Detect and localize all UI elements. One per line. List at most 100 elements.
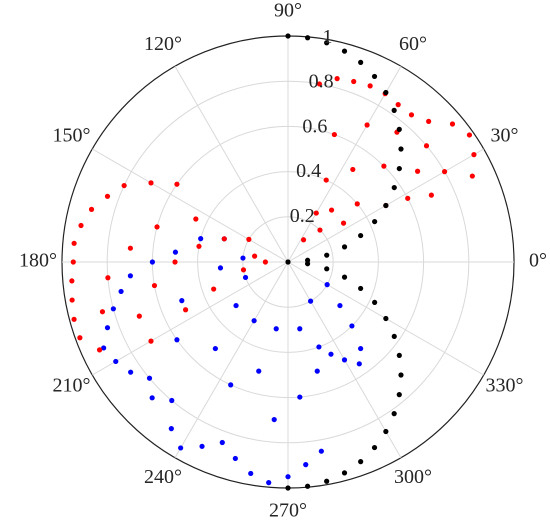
- point: [323, 177, 329, 183]
- theta-tick-label: 240°: [144, 466, 182, 488]
- point: [199, 443, 205, 449]
- point: [331, 131, 337, 138]
- point: [70, 259, 76, 265]
- point: [69, 297, 75, 303]
- point: [240, 255, 246, 261]
- point: [110, 306, 116, 312]
- point: [266, 480, 272, 486]
- point: [99, 309, 106, 315]
- theta-tick-label: 300°: [394, 466, 432, 488]
- point: [256, 368, 262, 374]
- point: [240, 267, 247, 273]
- point: [113, 358, 119, 365]
- r-tick-label: 0.2: [290, 205, 315, 227]
- point: [351, 78, 357, 85]
- point: [127, 245, 134, 251]
- point: [341, 470, 348, 476]
- point: [324, 40, 330, 46]
- point: [193, 216, 199, 222]
- point: [248, 470, 254, 477]
- point: [471, 152, 477, 158]
- point: [174, 181, 180, 187]
- point: [341, 48, 348, 54]
- point: [219, 439, 225, 446]
- point: [341, 357, 348, 363]
- point: [198, 236, 204, 242]
- point: [358, 59, 364, 65]
- theta-tick-label: 210°: [52, 375, 90, 397]
- point: [262, 259, 268, 265]
- point: [228, 382, 234, 388]
- r-tick-label: 0.6: [302, 115, 327, 137]
- point: [391, 184, 397, 191]
- point: [88, 206, 95, 212]
- point: [148, 180, 154, 186]
- point: [371, 73, 378, 80]
- point: [334, 76, 340, 82]
- point: [318, 448, 324, 454]
- point: [324, 282, 330, 288]
- point: [233, 302, 239, 309]
- point: [398, 146, 404, 152]
- point: [242, 274, 249, 281]
- point: [149, 259, 155, 265]
- point: [211, 286, 217, 292]
- point: [77, 335, 83, 341]
- point: [341, 244, 348, 250]
- point: [148, 338, 154, 344]
- theta-tick-label: 330°: [486, 375, 524, 397]
- point: [251, 318, 257, 324]
- point: [316, 344, 322, 350]
- point: [151, 282, 158, 289]
- point: [328, 351, 334, 357]
- point: [371, 444, 378, 451]
- point: [305, 35, 311, 41]
- point: [118, 288, 124, 295]
- point: [354, 201, 360, 207]
- point: [350, 166, 356, 173]
- point: [71, 240, 77, 246]
- point: [217, 265, 224, 271]
- point: [169, 397, 175, 404]
- point: [364, 122, 370, 128]
- point: [391, 333, 397, 340]
- point: [105, 275, 111, 281]
- grid-spoke: [174, 66, 289, 263]
- point: [317, 227, 323, 233]
- point: [423, 143, 430, 149]
- r-tick-label: 0.8: [309, 71, 334, 93]
- point: [328, 207, 335, 213]
- point: [174, 337, 180, 343]
- point: [297, 326, 303, 332]
- point: [305, 483, 311, 489]
- theta-tick-label: 30°: [491, 125, 519, 147]
- point: [182, 307, 189, 313]
- point: [252, 253, 258, 259]
- point: [196, 243, 202, 249]
- point: [121, 182, 127, 189]
- point: [396, 392, 402, 398]
- point: [337, 302, 343, 309]
- grid-spoke: [174, 261, 289, 458]
- point: [395, 102, 401, 108]
- point: [469, 173, 475, 179]
- point: [178, 445, 184, 451]
- point: [324, 252, 330, 258]
- theta-tick-label: 180°: [19, 250, 57, 272]
- point: [426, 118, 432, 124]
- point: [341, 274, 348, 280]
- point: [405, 195, 411, 201]
- point: [383, 202, 389, 209]
- point: [168, 426, 174, 432]
- point: [408, 112, 415, 118]
- point: [212, 345, 218, 352]
- point: [313, 210, 319, 216]
- point: [449, 121, 456, 127]
- point: [383, 428, 389, 435]
- point: [358, 285, 364, 292]
- point: [398, 372, 404, 378]
- point: [71, 316, 77, 322]
- point: [358, 232, 364, 239]
- theta-tick-label: 270°: [269, 500, 307, 522]
- point: [391, 411, 397, 417]
